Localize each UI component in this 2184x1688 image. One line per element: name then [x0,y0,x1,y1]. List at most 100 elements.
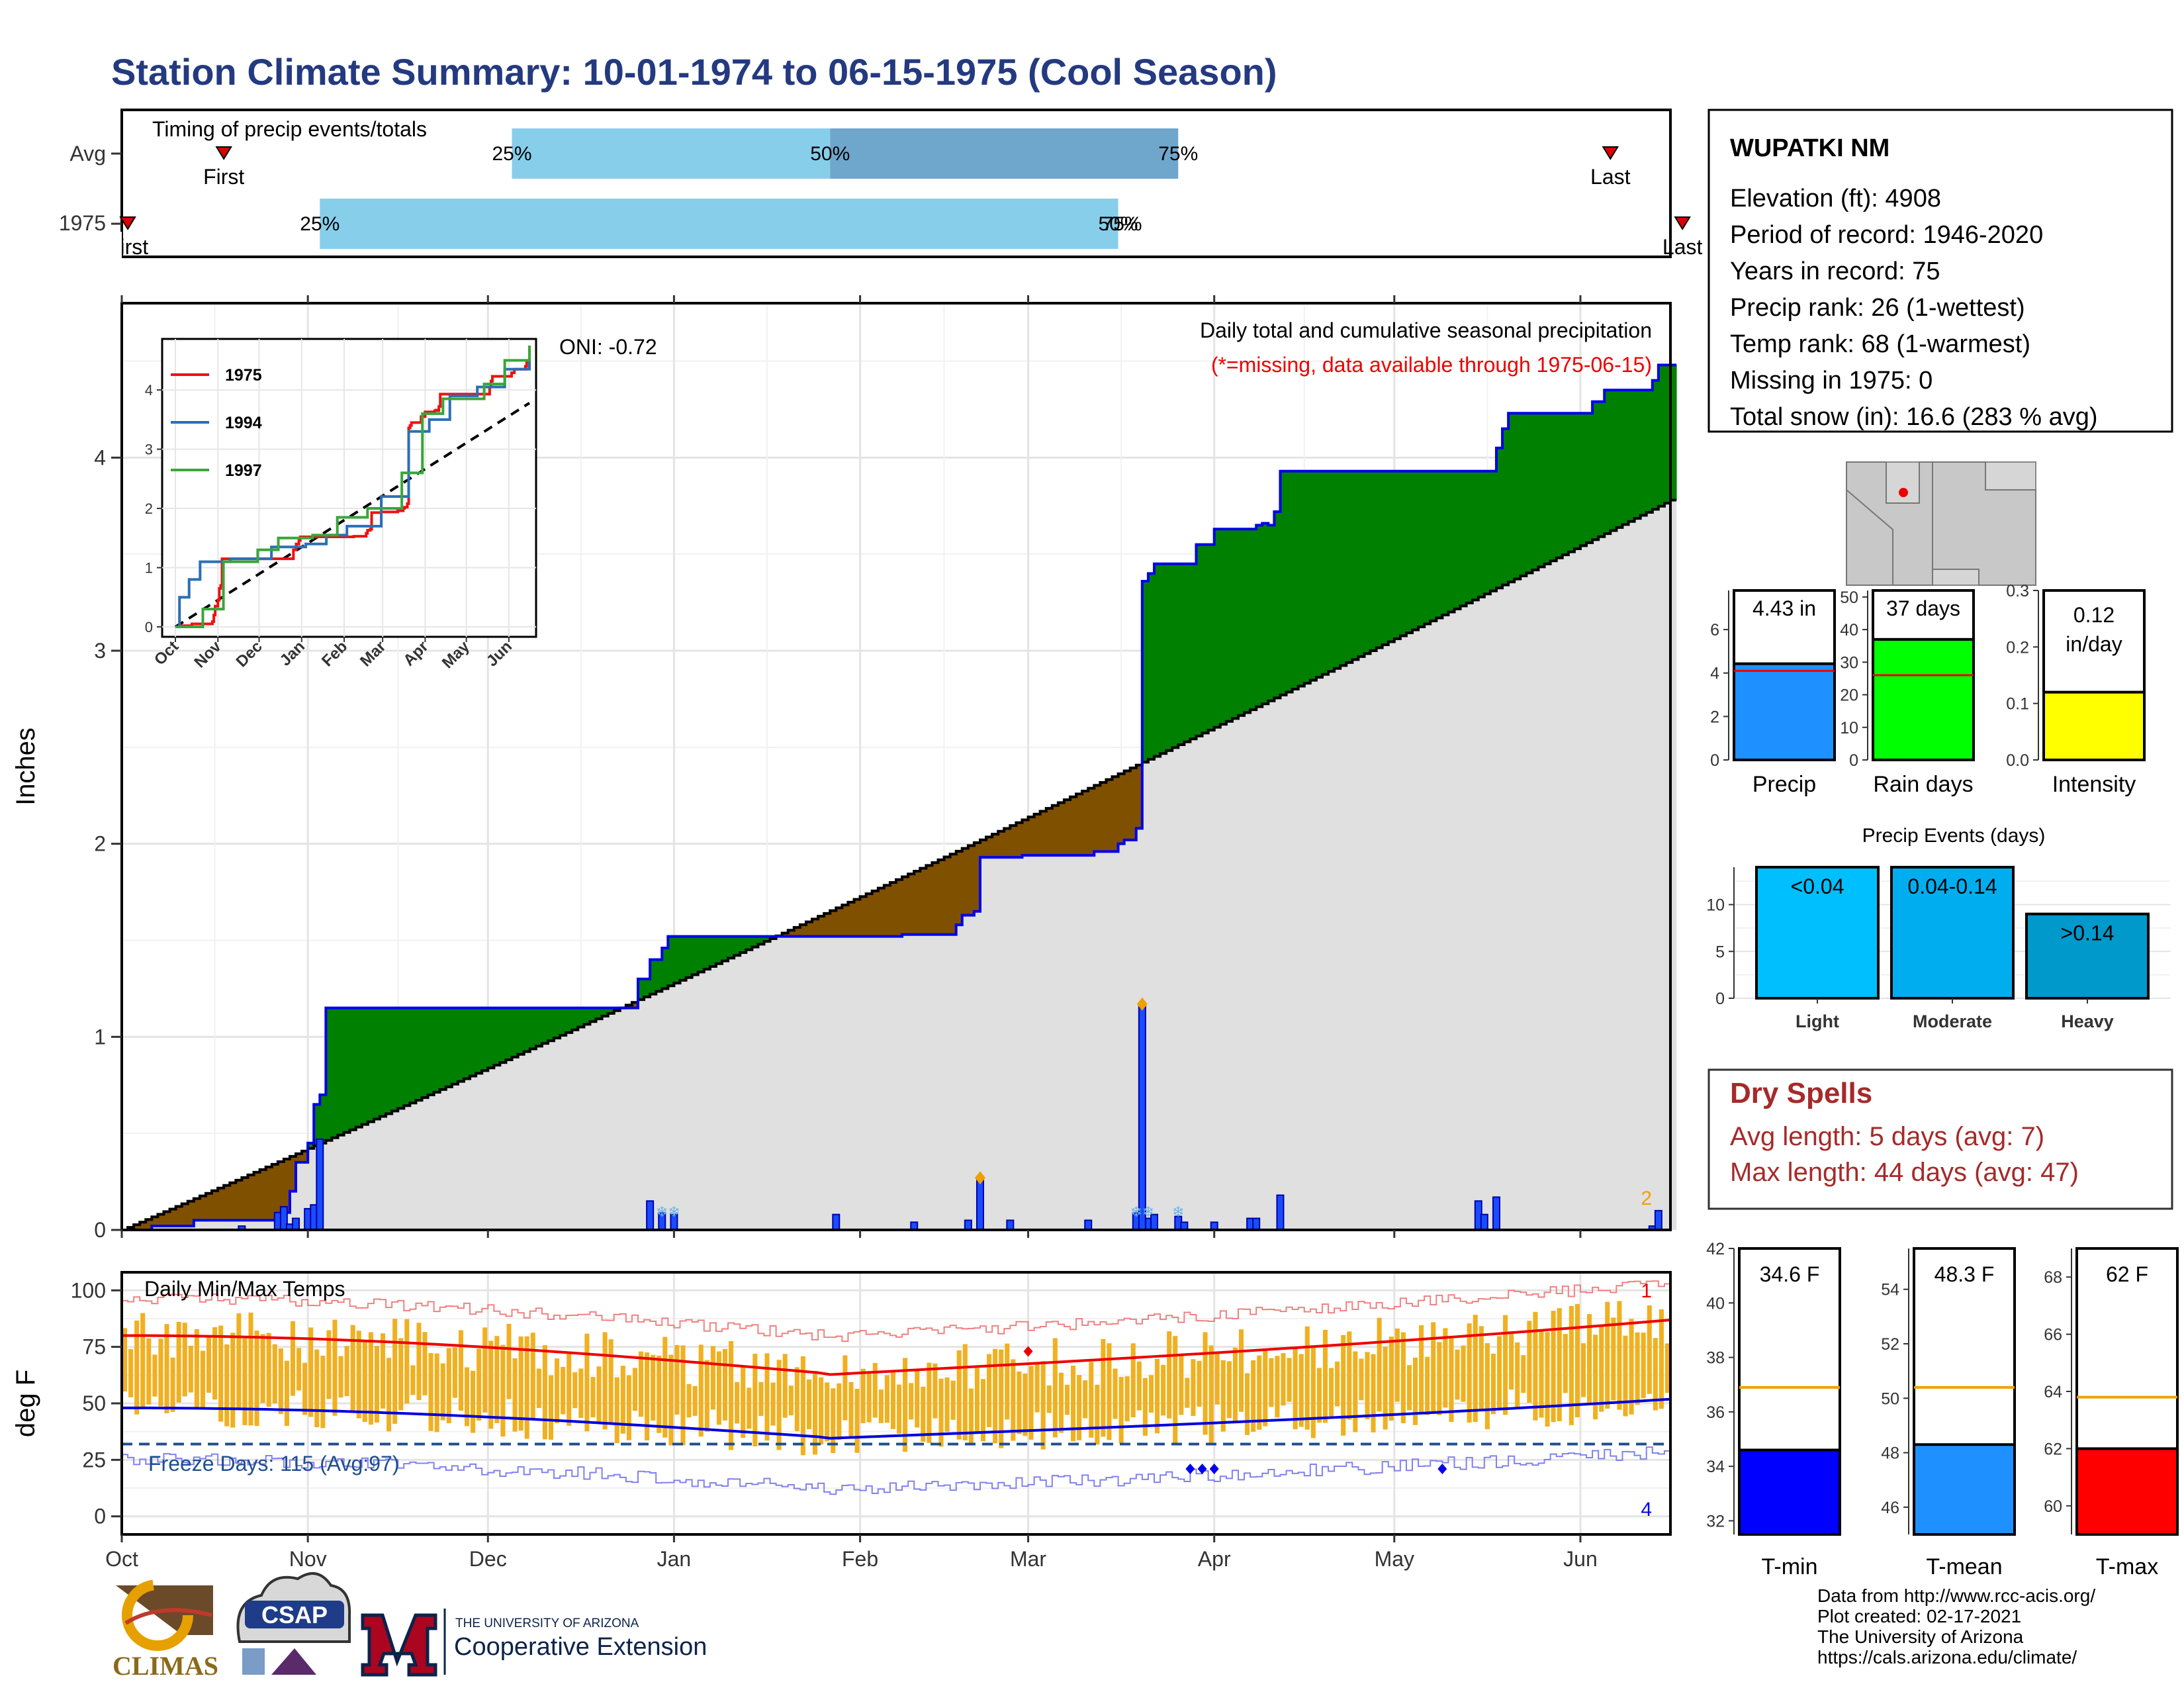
daily-temp-bar [1490,1353,1496,1415]
timing-1975-last-marker [1674,216,1691,230]
daily-temp-bar [800,1356,805,1456]
precip-ytick-label: 3 [94,639,106,663]
daily-temp-bar [1197,1360,1202,1407]
daily-temp-bar [567,1353,572,1426]
daily-precip-bar [646,1200,655,1231]
daily-temp-bar [1484,1343,1490,1430]
station-frame [1707,109,2173,433]
normal-max-line [121,1318,1671,1376]
station-missing: Missing in 1975: 0 [1730,367,1933,395]
summary-bar-ytick-label: 0.0 [2006,751,2029,770]
freeze-days-label: Freeze Days: 115 (Avg:97) [148,1452,399,1476]
daily-temp-bar [278,1348,283,1415]
inset-line-1975 [175,360,529,628]
daily-temp-bar [518,1336,523,1431]
csap-logo-text: CSAP [261,1601,328,1628]
summary-bar-ytick-label: 40 [1840,621,1858,639]
daily-temp-bar [1113,1368,1118,1419]
daily-temp-bar [206,1336,212,1393]
daily-temp-bar [1425,1356,1430,1415]
daily-temp-bar [590,1377,596,1418]
daily-temp-bar [1647,1305,1652,1394]
daily-temp-bar [266,1333,271,1407]
daily-temp-bar [1130,1343,1136,1418]
temp-summary-ytick-label: 38 [1706,1349,1725,1368]
avg-cumulative-fill [122,500,1677,1230]
daily-temp-bar [1226,1361,1232,1419]
inset-legend-label-1997: 1997 [225,461,262,480]
climas-logo: CLIMAS [113,1579,218,1681]
summary-bar-ytick-label: 0.1 [2006,695,2029,714]
temp-summary-ytick-label: 42 [1706,1240,1725,1258]
daily-temp-bar [1101,1338,1106,1437]
summary-bar-ytick-label: 10 [1840,719,1858,737]
daily-temp-bar [962,1344,968,1440]
summary-bar-1 [1872,637,1975,761]
summary-bar-value-0: 4.43 in [1752,596,1816,620]
daily-temp-bar [134,1320,140,1415]
daily-temp-bar [1509,1333,1514,1390]
daily-temp-bar [1005,1343,1010,1420]
daily-temp-bar [614,1377,619,1444]
timing-avg-p75: 75% [1158,143,1198,165]
daily-temp-bar [1455,1349,1460,1400]
daily-temp-bar [764,1353,770,1441]
daily-temp-bar [1208,1345,1214,1444]
daily-temp-bar [1046,1385,1052,1413]
ua-small-text: THE UNIVERSITY OF ARIZONA [455,1617,639,1630]
daily-temp-bar [1473,1315,1478,1423]
daily-temp-bar [1629,1319,1634,1415]
daily-temp-bar [524,1336,529,1439]
daily-temp-bar [548,1375,554,1440]
daily-temp-bar [704,1360,709,1432]
daily-temp-bar [1461,1345,1466,1402]
daily-temp-bar [387,1358,392,1432]
climas-logo-ring [122,1579,193,1651]
daily-temp-bar [596,1366,602,1423]
climas-logo-swoosh [124,1608,212,1625]
daily-temp-bar [146,1338,152,1405]
daily-temp-bar [1214,1353,1220,1405]
daily-temp-bar [639,1351,644,1417]
daily-temp-bar [362,1341,367,1423]
temp-summary-ytick-label: 48 [1881,1444,1899,1463]
daily-temp-bar [404,1319,410,1404]
temp-summary-ytick-label: 32 [1706,1512,1725,1530]
logos: CLIMAS CSAP THE UNIVERSITY OF ARIZONA Co… [113,1572,707,1681]
events-title: Precip Events (days) [1862,825,2046,847]
daily-temp-bar [452,1347,457,1398]
daily-temp-bar [1659,1309,1664,1409]
daily-temp-bar [1083,1380,1088,1419]
daily-temp-bar [1371,1354,1376,1432]
record-min-line [122,1446,1670,1495]
daily-temp-bar [1058,1372,1064,1433]
daily-temp-bar [218,1325,224,1422]
daily-temp-bar [758,1382,764,1417]
timing-1975-p25: 25% [300,213,340,235]
daily-temp-bar [1431,1322,1436,1414]
dry-spells-max: Max length: 44 days (avg: 47) [1730,1158,2079,1187]
record-low-marker [1185,1464,1195,1474]
events-cat-Light: Light [1796,1011,1839,1031]
daily-temp-bar [1479,1326,1484,1411]
daily-temp-bar [825,1382,830,1442]
csap-logo: CSAP [236,1572,351,1675]
daily-temp-bar [692,1385,698,1416]
summary-bar-ytick-label: 30 [1840,653,1858,672]
month-label-Jan: Jan [657,1547,692,1571]
daily-temp-bar [1238,1329,1244,1412]
inset-legend: 1975 1994 1997 [171,366,262,480]
daily-temp-bar [1095,1384,1100,1445]
oni-label: ONI: -0.72 [559,335,657,359]
temp-summary-ytick-label: 50 [1881,1389,1899,1408]
summary-bar-2 [2042,690,2146,761]
inset-grid [162,339,536,637]
temp-summary-ytick-label: 40 [1706,1294,1725,1313]
month-label-Feb: Feb [842,1547,878,1571]
daily-temp-bar [1653,1338,1658,1411]
summary-bar-value-1: 37 days [1886,596,1960,620]
summary-bar-value-2: 0.12 [2073,603,2115,627]
daily-temp-bar [242,1338,248,1425]
daily-temp-bar [308,1327,314,1417]
daily-temp-bar [980,1379,986,1442]
